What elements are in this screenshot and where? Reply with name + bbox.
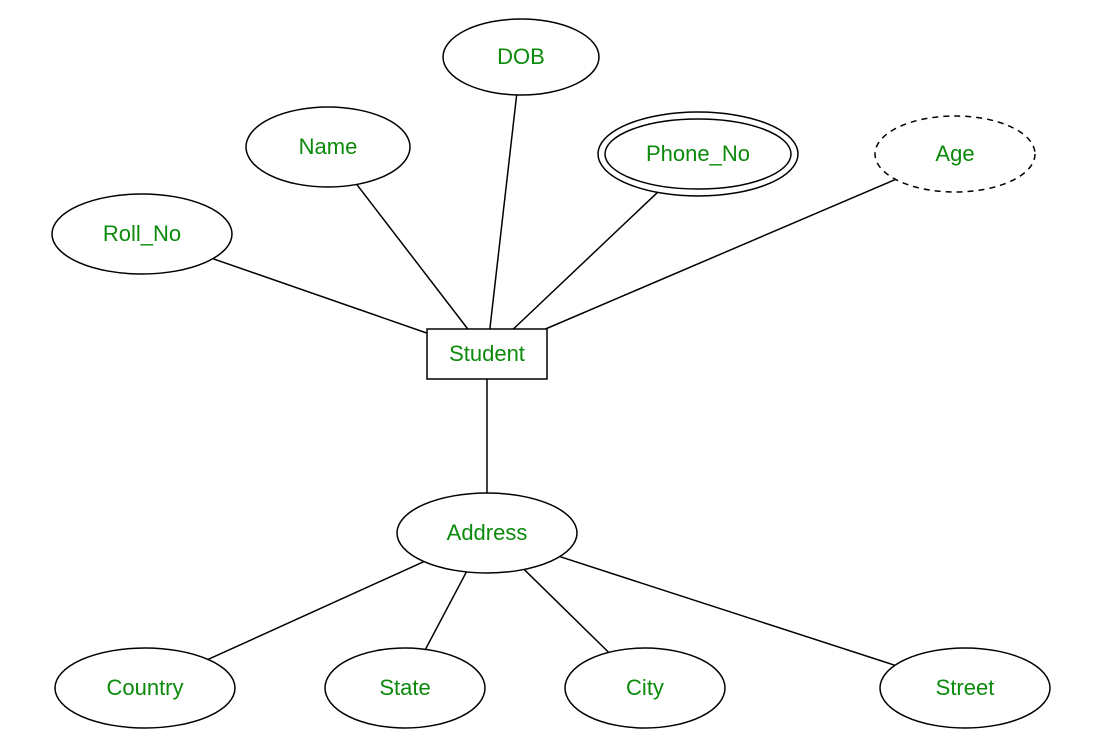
attribute-label: City — [626, 675, 664, 700]
entity-student: Student — [427, 329, 547, 379]
attribute-label: Roll_No — [103, 221, 181, 246]
edge-student-phone_no — [513, 192, 657, 329]
attribute-state: State — [325, 648, 485, 728]
attribute-street: Street — [880, 648, 1050, 728]
attribute-city: City — [565, 648, 725, 728]
attribute-label: Address — [447, 520, 528, 545]
attribute-phone_no: Phone_No — [598, 112, 798, 196]
er-diagram-canvas: Student Roll_No Name DOB Phone_No Age Address C… — [0, 0, 1112, 753]
edge-student-name — [357, 184, 468, 329]
attribute-address: Address — [397, 493, 577, 573]
attribute-label: Street — [936, 675, 995, 700]
edge-student-dob — [490, 95, 517, 329]
attribute-label: Age — [935, 141, 974, 166]
attribute-label: State — [379, 675, 430, 700]
edge-student-age — [546, 179, 896, 329]
edge-address-state — [425, 572, 466, 649]
attribute-dob: DOB — [443, 19, 599, 95]
edge-student-roll_no — [213, 259, 427, 333]
attribute-country: Country — [55, 648, 235, 728]
attribute-label: Phone_No — [646, 141, 750, 166]
attribute-label: DOB — [497, 44, 545, 69]
edge-address-country — [208, 562, 424, 660]
attribute-name: Name — [246, 107, 410, 187]
entity-label: Student — [449, 341, 525, 366]
attribute-label: Name — [299, 134, 358, 159]
edge-address-city — [524, 569, 609, 652]
attribute-label: Country — [106, 675, 183, 700]
edge-address-street — [560, 557, 895, 666]
attribute-roll_no: Roll_No — [52, 194, 232, 274]
attribute-age: Age — [875, 116, 1035, 192]
